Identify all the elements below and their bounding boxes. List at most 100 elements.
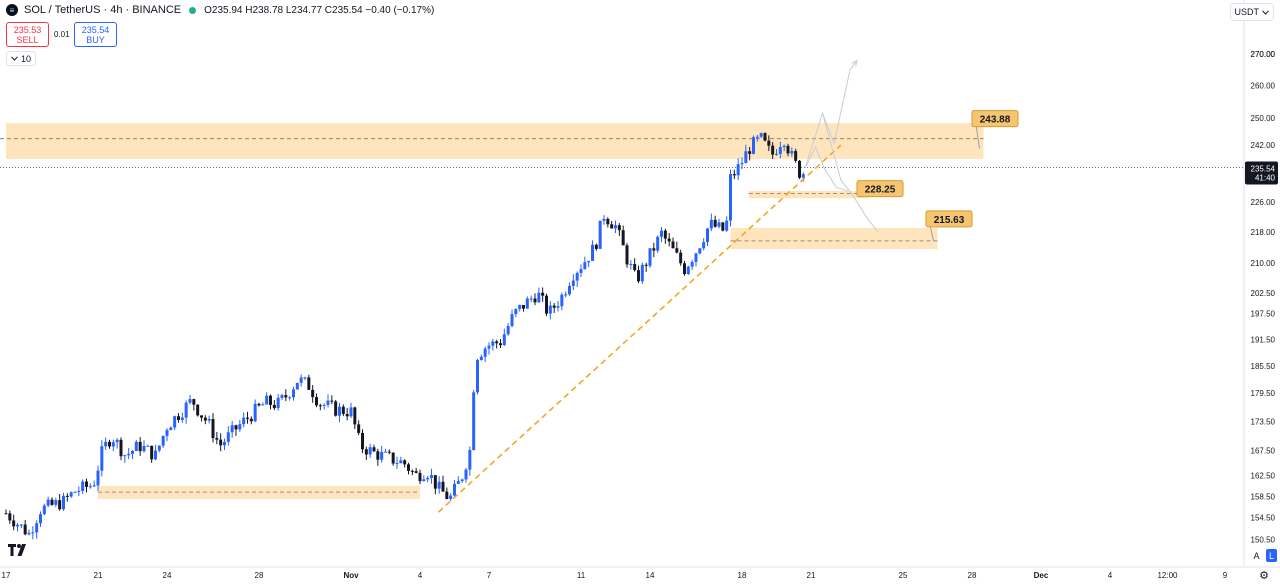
candle-body	[330, 400, 334, 402]
candle-body	[46, 499, 50, 506]
buy-price: 235.54	[81, 24, 110, 35]
candle-body	[280, 395, 284, 398]
candle-body	[725, 220, 729, 231]
candle-body	[548, 305, 552, 314]
candle-body	[395, 463, 399, 465]
currency-selector[interactable]: USDT	[1229, 3, 1274, 21]
candle-body	[31, 532, 35, 534]
candle-body	[525, 298, 529, 309]
candle-body	[610, 224, 614, 229]
support-resistance-zone[interactable]	[748, 190, 869, 199]
price-label-box[interactable]	[971, 110, 1019, 128]
candle-body	[19, 524, 23, 526]
candle-body	[154, 450, 157, 460]
candle-body	[96, 470, 100, 486]
ohlc-values: O235.94 H238.78 L234.77 C235.54 −0.40 (−…	[204, 4, 435, 16]
candle-body	[157, 445, 161, 451]
candle-body	[541, 292, 545, 296]
time-axis-tick: 14	[646, 571, 655, 580]
candle-body	[238, 424, 242, 430]
price-axis-tick: 270.00	[1251, 50, 1276, 59]
candle-body	[173, 416, 177, 428]
candle-body	[341, 406, 345, 414]
support-resistance-zone[interactable]	[6, 123, 984, 159]
candle-body	[315, 397, 318, 406]
candle-body	[583, 262, 587, 270]
candle-body	[403, 460, 407, 465]
candle-body	[203, 417, 207, 421]
candle-body	[476, 359, 479, 393]
gear-icon[interactable]: ⚙	[1259, 569, 1269, 582]
candle-body	[184, 402, 188, 418]
candle-body	[794, 151, 798, 161]
candle-body	[579, 269, 583, 273]
candle-body	[683, 263, 686, 275]
price-label-box[interactable]	[925, 210, 973, 228]
candle-body	[12, 520, 16, 527]
projection-path-bearish[interactable]	[822, 113, 879, 233]
candle-body	[748, 151, 752, 154]
candle-body	[399, 460, 403, 464]
candle-body	[437, 481, 441, 489]
candle-body	[292, 389, 295, 398]
candle-body	[211, 419, 215, 439]
candle-body	[108, 441, 111, 447]
auto-scale-button[interactable]: A	[1253, 550, 1260, 561]
candle-body	[460, 479, 464, 481]
indicator-count: 10	[21, 53, 32, 64]
time-axis-tick: 18	[738, 571, 747, 580]
time-axis-tick: 4	[1108, 571, 1113, 580]
candle-body	[729, 174, 732, 221]
candle-body	[357, 424, 361, 433]
candle-body	[27, 532, 31, 535]
candle-body	[234, 425, 238, 430]
candle-body	[115, 439, 119, 443]
candle-body	[265, 395, 269, 405]
candle-body	[364, 449, 368, 455]
label-callout-line	[929, 224, 934, 241]
candle-body	[671, 241, 675, 249]
log-scale-button[interactable]: L	[1266, 549, 1277, 562]
price-label-box[interactable]	[856, 180, 904, 198]
tradingview-logo-icon[interactable]	[8, 543, 30, 559]
candle-body	[349, 407, 353, 417]
sell-button[interactable]: 235.53 SELL	[6, 22, 49, 47]
candle-body	[253, 403, 257, 422]
candle-body	[487, 345, 491, 349]
price-axis-tick: 167.50	[1251, 446, 1276, 455]
ascending-trendline[interactable]	[437, 144, 842, 513]
candle-body	[39, 514, 42, 524]
candle-body	[81, 481, 85, 491]
candle-body	[142, 445, 146, 452]
indicator-toggle[interactable]: 10	[6, 51, 37, 66]
spread-value: 0.01	[54, 30, 70, 39]
symbol-title[interactable]: SOL / TetherUS · 4h · BINANCE	[24, 4, 182, 16]
candle-body	[42, 505, 46, 515]
candle-body	[629, 264, 633, 266]
price-axis-tick: 154.50	[1251, 514, 1276, 523]
candle-body	[598, 220, 602, 249]
candle-body	[303, 377, 307, 379]
candle-body	[288, 397, 292, 399]
candle-body	[568, 285, 571, 295]
projection-path-bullish[interactable]	[804, 60, 858, 168]
candle-body	[648, 248, 652, 266]
candle-body	[338, 406, 341, 416]
candle-body	[257, 403, 261, 406]
candle-body	[552, 305, 556, 308]
buy-button[interactable]: 235.54 BUY	[74, 22, 117, 47]
support-resistance-zone[interactable]	[730, 227, 938, 250]
candle-body	[119, 439, 123, 457]
candle-body	[506, 326, 510, 335]
candle-body	[717, 222, 721, 227]
market-open-icon	[189, 6, 197, 14]
time-axis-tick: Dec	[1034, 571, 1049, 580]
candle-body	[111, 442, 115, 447]
time-axis-tick: 28	[968, 571, 977, 580]
projection-path-pullback[interactable]	[805, 145, 848, 192]
candle-body	[694, 253, 698, 262]
candle-body	[407, 464, 410, 471]
candle-body	[138, 441, 142, 452]
price-label-text: 215.63	[934, 215, 965, 226]
